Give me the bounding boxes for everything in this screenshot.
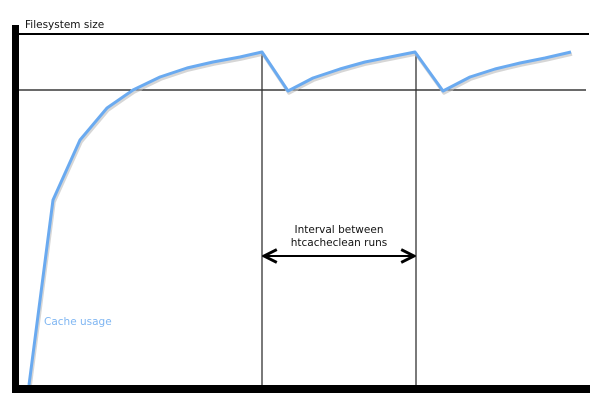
interval-label-line-2: htcacheclean runs <box>291 237 388 249</box>
x-axis <box>12 385 590 393</box>
cache-usage-line <box>27 50 572 386</box>
interval-label-line-1: Interval between <box>295 224 384 236</box>
y-axis <box>12 25 19 393</box>
cache-usage-shadow <box>28 52 573 388</box>
y-axis-label: Filesystem size <box>25 19 104 31</box>
cache-usage-label: Cache usage <box>44 316 112 328</box>
